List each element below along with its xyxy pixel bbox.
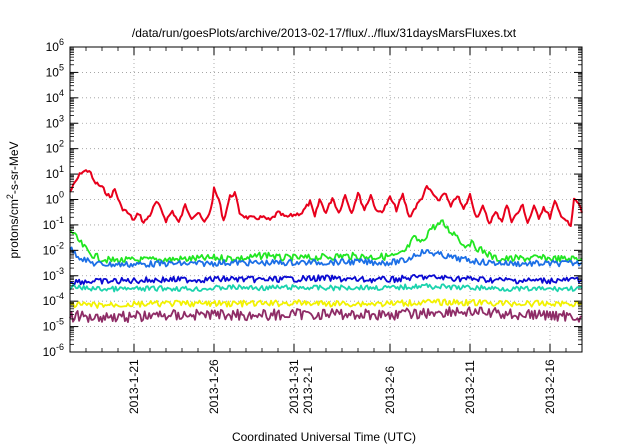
x-tick-label: 2013-1-21 (127, 359, 141, 414)
y-tick-label: 106 (46, 37, 64, 54)
x-tick-label: 2013-1-26 (207, 359, 221, 414)
y-tick-label: 102 (46, 139, 64, 156)
axis-ticks: 10-6 10-5 10-4 10-3 10-2 10-1 100 101 102 103 104 1… (43, 37, 582, 414)
y-tick-label: 105 (46, 62, 64, 79)
y-axis-label: protons/cm2-s-sr-MeV (5, 141, 21, 258)
y-tick-label: 104 (46, 88, 64, 105)
x-tick-label: 2013-2-1 (301, 366, 315, 414)
series-line-5 (69, 282, 583, 293)
x-tick-label: 2013-2-6 (383, 366, 397, 414)
y-tick-label: 100 (46, 190, 64, 207)
x-tick-label: 2013-2-16 (543, 359, 557, 414)
series-group (69, 169, 583, 323)
y-axis-label-group: protons/cm2-s-sr-MeV (5, 141, 21, 258)
x-tick-label: 2013-1-31 (287, 359, 301, 414)
y-tick-label: 10-5 (43, 317, 64, 334)
y-tick-label: 10-2 (43, 240, 64, 257)
series-line-3 (69, 246, 583, 268)
series-line-6 (69, 298, 583, 309)
y-tick-label: 10-1 (43, 215, 64, 232)
series-line-4 (69, 274, 583, 286)
y-tick-label: 101 (46, 164, 64, 181)
series-line-2 (69, 219, 583, 265)
y-tick-label: 10-3 (43, 266, 64, 283)
series-line-1 (69, 169, 583, 227)
chart-title: /data/run/goesPlots/archive/2013-02-17/f… (132, 26, 517, 40)
x-axis-label: Coordinated Universal Time (UTC) (232, 430, 416, 444)
y-tick-label: 10-4 (43, 291, 64, 308)
x-tick-label: 2013-2-11 (463, 360, 477, 414)
series-line-7 (69, 306, 583, 323)
y-tick-label: 10-6 (43, 342, 64, 359)
y-tick-label: 103 (46, 113, 64, 130)
